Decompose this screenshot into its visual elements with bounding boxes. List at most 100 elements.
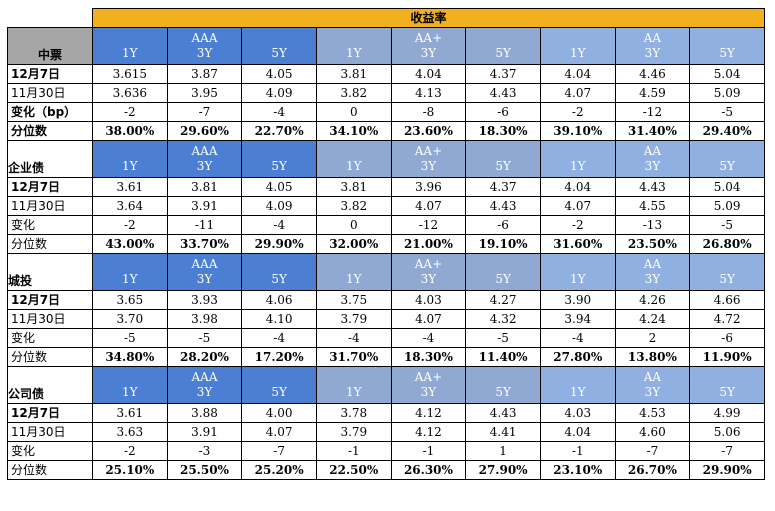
value-cell: 5.06 [689,422,765,442]
value-cell: 4.43 [614,177,691,197]
value-cell: -11 [166,215,243,235]
value-cell: 25.10% [92,460,168,480]
value-cell: -2 [92,102,168,122]
value-cell: 18.30% [390,347,467,367]
rating-label [317,370,390,385]
value-cell: 4.43 [465,196,541,216]
header-cell-aaa-3y: AAA 3Y [166,140,243,178]
value-cell: -3 [166,441,243,461]
header-cell-aaa-1y: 1Y [92,27,168,65]
data-row: 12月7日 3.65 3.93 4.06 3.75 4.03 4.27 3.90 4.26 4.6… [7,290,765,310]
row-label: 分位数 [7,460,93,480]
data-row: 11月30日 3.64 3.91 4.09 3.82 4.07 4.43 4.07 4.55 5.… [7,196,765,216]
value-cell: -13 [614,215,691,235]
header-cell-aa-1y: 1Y [539,366,616,404]
row-label: 分位数 [7,234,93,254]
rating-label [467,370,540,385]
value-cell: 3.96 [390,177,467,197]
tenor-label: 3Y [420,46,437,60]
rating-label [93,31,166,46]
tenor-label: 3Y [420,272,437,286]
value-cell: 5.09 [689,196,765,216]
data-row: 分位数 38.00% 29.60% 22.70% 34.10% 23.60% 18.30% 3… [7,121,765,141]
header-cell-aa-plus-1y: 1Y [315,27,392,65]
tenor-label: 5Y [271,272,287,286]
header-cell-aa-1y: 1Y [539,27,616,65]
rating-label: AA+ [414,31,443,45]
value-cell: 3.82 [315,196,392,216]
tenor-label: 5Y [719,385,735,399]
header-cell-aa-1y: 1Y [539,253,616,291]
value-cell: 34.80% [92,347,168,367]
rating-label: AA [643,31,662,45]
value-cell: 29.90% [241,234,317,254]
tenor-label: 5Y [271,385,287,399]
data-row: 分位数 43.00% 33.70% 29.90% 32.00% 21.00% 19.10% 3… [7,234,765,254]
value-cell: -6 [689,328,765,348]
data-row: 12月7日 3.61 3.88 4.00 3.78 4.12 4.43 4.03 4.53 4.9… [7,403,765,423]
rating-label [93,144,166,159]
header-cell-aaa-3y: AAA 3Y [166,27,243,65]
value-cell: 3.88 [166,403,243,423]
rating-label: AA [643,144,662,158]
data-row: 变化（bp） -2 -7 -4 0 -8 -6 -2 -12 -5 [7,102,765,122]
rating-label [467,144,540,159]
tenor-label: 1Y [122,385,138,399]
value-cell: 3.98 [166,309,243,329]
rating-label [541,257,614,272]
data-row: 12月7日 3.61 3.81 4.05 3.81 3.96 4.37 4.04 4.43 5.0… [7,177,765,197]
value-cell: 3.79 [315,422,392,442]
value-cell: 25.50% [166,460,243,480]
tenor-label: 1Y [569,385,586,399]
value-cell: 3.91 [166,196,243,216]
value-cell: 3.90 [539,290,616,310]
value-cell: 4.12 [390,403,467,423]
header-cell-aa-1y: 1Y [539,140,616,178]
rating-label: AA+ [414,370,443,384]
value-cell: 4.43 [465,403,541,423]
value-cell: 3.95 [166,83,243,103]
tenor-label: 5Y [719,272,735,286]
value-cell: -6 [465,215,541,235]
value-cell: 3.636 [92,83,168,103]
data-row: 变化 -2 -11 -4 0 -12 -6 -2 -13 -5 [7,215,765,235]
rating-label [317,144,390,159]
value-cell: 4.37 [465,177,541,197]
row-label: 11月30日 [7,309,93,329]
row-label: 12月7日 [7,403,93,423]
value-cell: 4.00 [241,403,317,423]
row-label: 变化 [7,328,93,348]
header-cell-aa-plus-5y: 5Y [465,253,541,291]
data-row: 11月30日 3.63 3.91 4.07 3.79 4.12 4.41 4.04 4.60 5.… [7,422,765,442]
value-cell: 4.07 [390,196,467,216]
value-cell: 3.81 [315,177,392,197]
value-cell: 3.75 [315,290,392,310]
value-cell: -5 [689,215,765,235]
value-cell: 4.05 [241,177,317,197]
rating-label: AA [643,257,662,271]
value-cell: 4.06 [241,290,317,310]
value-cell: -4 [390,328,467,348]
row-label: 12月7日 [7,290,93,310]
tenor-label: 1Y [122,272,138,286]
value-cell: -5 [166,328,243,348]
value-cell: -7 [614,441,691,461]
tenor-label: 1Y [122,159,138,173]
value-cell: 4.46 [614,64,691,84]
value-cell: -4 [241,328,317,348]
row-label: 11月30日 [7,83,93,103]
value-cell: 4.53 [614,403,691,423]
value-cell: 29.60% [166,121,243,141]
tenor-label: 3Y [420,159,437,173]
value-cell: 3.79 [315,309,392,329]
row-label: 11月30日 [7,422,93,442]
value-cell: 3.81 [166,177,243,197]
yield-table-container: 收益率 中票 1Y AAA 3Y 5Y 1Y AA+ 3Y 5Y 1Y AA 3Y 5Y 12… [7,8,765,480]
value-cell: 17.20% [241,347,317,367]
section-header-row: 公司债 1Y AAA 3Y 5Y 1Y AA+ 3Y 5Y 1Y AA 3Y 5Y [7,366,765,404]
row-label: 12月7日 [7,177,93,197]
data-row: 变化 -2 -3 -7 -1 -1 1 -1 -7 -7 [7,441,765,461]
value-cell: 22.70% [241,121,317,141]
value-cell: 3.91 [166,422,243,442]
tenor-label: 3Y [196,272,213,286]
